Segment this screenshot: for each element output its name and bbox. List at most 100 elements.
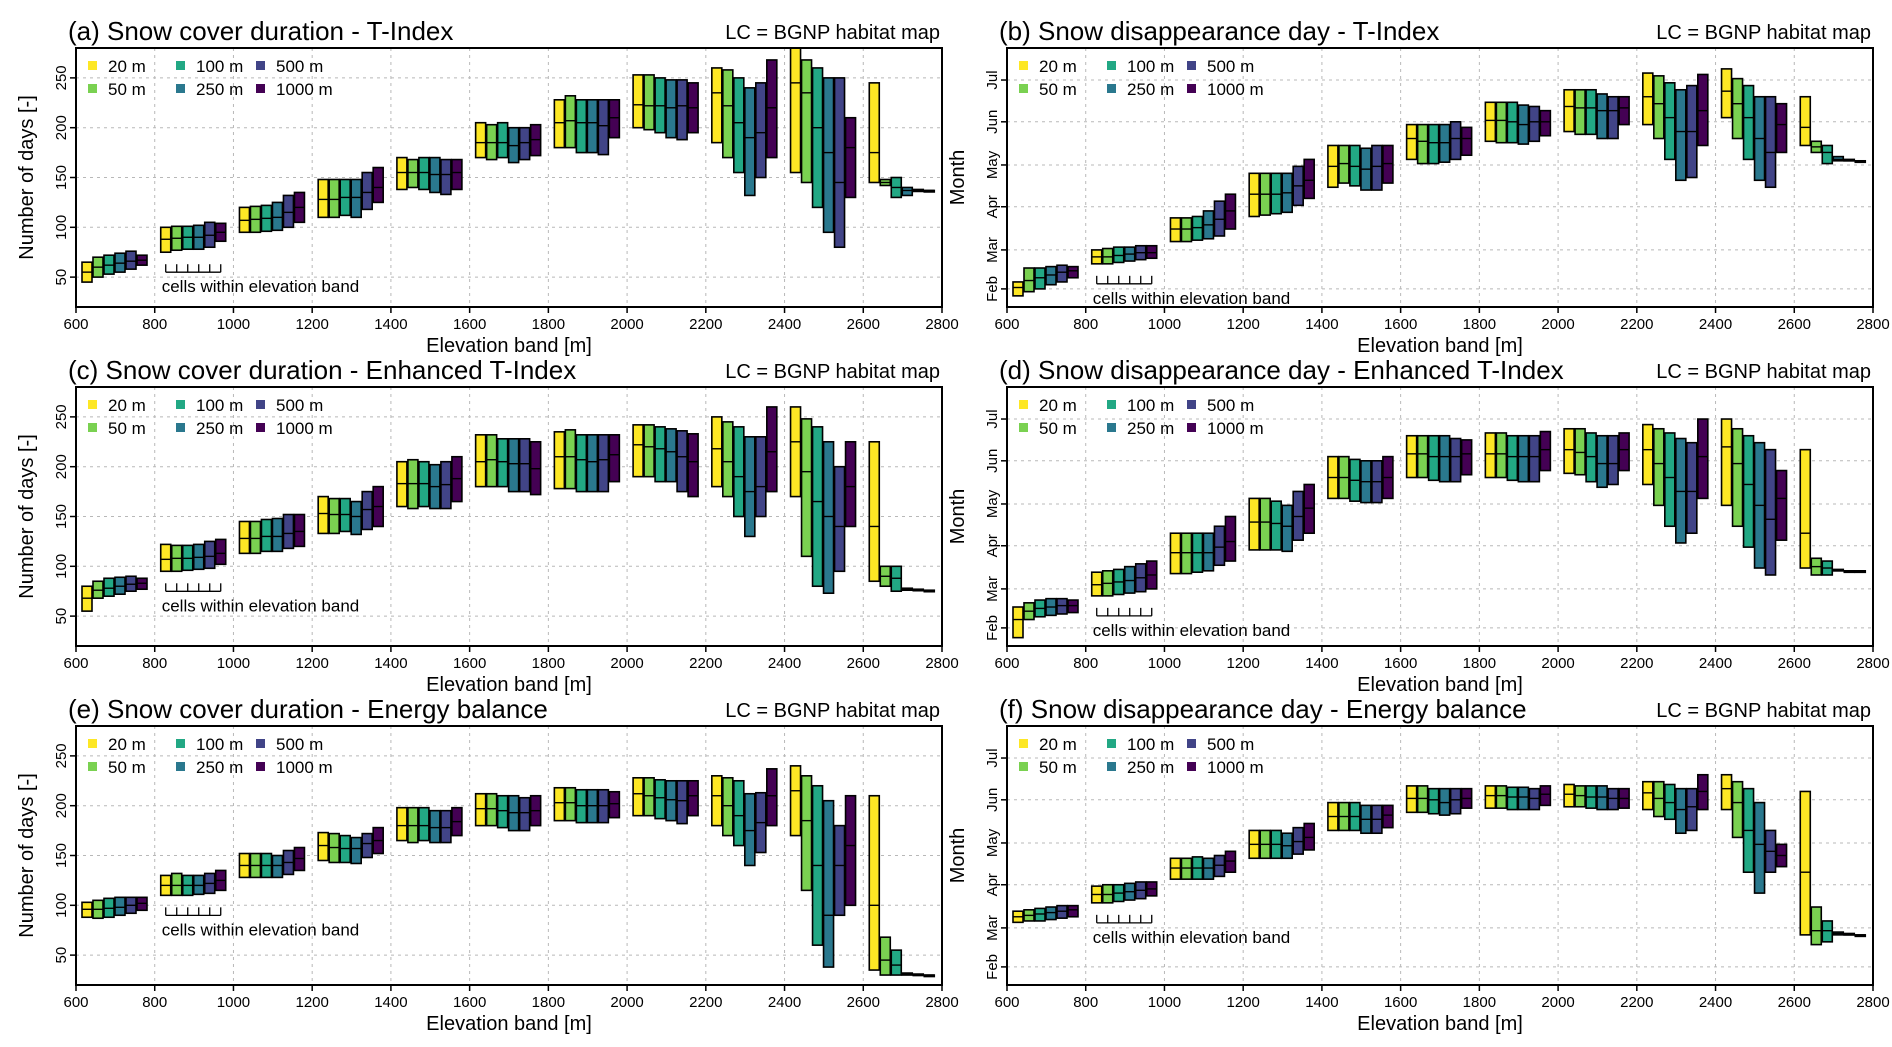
y-tick-label: May: [984, 828, 1001, 857]
legend-swatch-20m: [88, 61, 97, 70]
x-axis-label: Elevation band [m]: [1357, 1013, 1523, 1035]
x-tick-label: 800: [1073, 655, 1098, 672]
boxes: [81, 406, 936, 612]
box-2200-20m: [711, 67, 723, 144]
box-1200-250m: [1281, 504, 1293, 553]
lc-annotation: LC = BGNP habitat map: [725, 361, 940, 383]
legend-label: 100 m: [196, 57, 243, 76]
box-2200-500m: [755, 436, 767, 518]
x-tick-label: 2800: [1856, 655, 1889, 672]
box-1000-500m: [282, 513, 295, 550]
x-tick-label: 600: [994, 994, 1019, 1011]
legend-label: 1000 m: [1207, 419, 1264, 438]
box-1200-100m: [1270, 500, 1282, 551]
legend: 20 m 50 m 100 m 250 m 500 m 1000 m: [88, 57, 333, 99]
y-tick-label: 200: [53, 793, 70, 818]
box-1200-250m: [350, 178, 362, 219]
box-2400-20m: [1720, 773, 1733, 811]
x-tick-label: 2000: [610, 316, 643, 333]
legend: 20 m 50 m 100 m 250 m 500 m 1000 m: [1019, 735, 1264, 777]
x-tick-label: 800: [142, 994, 167, 1011]
x-tick-label: 2400: [768, 994, 801, 1011]
box-1800-500m: [1528, 105, 1541, 143]
legend-label: 250 m: [1127, 80, 1174, 99]
box-2000-250m: [1596, 434, 1608, 489]
box-2200-1000m: [1697, 418, 1709, 500]
x-tick-label: 1200: [295, 994, 328, 1011]
x-tick-label: 1000: [217, 655, 250, 672]
legend-swatch-100m: [176, 61, 185, 70]
legend-label: 50 m: [108, 419, 146, 438]
boxes: [81, 47, 936, 283]
box-1800-1000m: [608, 434, 621, 483]
x-tick-label: 2200: [689, 655, 722, 672]
box-2400-1000m: [1775, 469, 1788, 541]
box-1600-500m: [518, 126, 531, 161]
box-2200-20m: [1642, 423, 1654, 486]
box-2400-250m: [822, 77, 835, 234]
x-tick-label: 1600: [1384, 655, 1417, 672]
box-1200-20m: [317, 495, 329, 535]
bracket-label: cells within elevation band: [1093, 928, 1291, 947]
y-tick-label: May: [984, 150, 1001, 179]
box-600-1000m: [1067, 265, 1079, 279]
box-2200-1000m: [766, 59, 778, 159]
box-1800-100m: [575, 99, 588, 154]
legend-label: 1000 m: [276, 80, 333, 99]
x-tick-label: 1800: [1463, 316, 1496, 333]
x-tick-label: 1000: [217, 316, 250, 333]
legend-label: 100 m: [196, 735, 243, 754]
box-1600-100m: [1427, 787, 1440, 815]
lc-annotation: LC = BGNP habitat map: [1656, 700, 1871, 722]
y-tick-label: Jun: [984, 449, 1001, 473]
box-2200-100m: [733, 77, 745, 174]
box-1600-50m: [485, 792, 498, 827]
legend-swatch-20m: [1019, 400, 1028, 409]
legend-label: 100 m: [1127, 57, 1174, 76]
y-axis-label: Month: [947, 489, 969, 545]
legend-swatch-250m: [1107, 423, 1116, 432]
x-tick-label: 2800: [925, 994, 958, 1011]
panel-title: (d) Snow disappearance day - Enhanced T-…: [999, 355, 1564, 385]
y-tick-label: 150: [53, 504, 70, 529]
x-tick-label: 2000: [610, 994, 643, 1011]
x-tick-label: 1200: [1226, 316, 1259, 333]
x-tick-label: 2800: [1856, 994, 1889, 1011]
x-tick-label: 2800: [1856, 316, 1889, 333]
legend-swatch-250m: [1107, 762, 1116, 771]
box-2200-20m: [711, 416, 723, 488]
box-1400-1000m: [1382, 804, 1394, 829]
box-2400-50m: [800, 775, 813, 892]
box-1000-1000m: [1224, 515, 1237, 562]
box-2000-1000m: [1618, 432, 1630, 472]
box-1800-250m: [1517, 786, 1530, 811]
x-tick-label: 1600: [1384, 994, 1417, 1011]
bracket-label: cells within elevation band: [1093, 621, 1291, 640]
box-1800-1000m: [1539, 430, 1552, 472]
plot-frame: [1006, 386, 1874, 647]
box-1000-250m: [271, 201, 284, 232]
panel-title: (a) Snow cover duration - T-Index: [68, 16, 453, 46]
y-tick-label: Feb: [984, 276, 1001, 302]
box-1800-100m: [575, 434, 588, 493]
x-tick-label: 2600: [1778, 655, 1811, 672]
y-tick-label: 50: [53, 947, 70, 964]
legend-label: 100 m: [1127, 396, 1174, 415]
legend-label: 20 m: [108, 735, 146, 754]
box-2600-50m: [879, 936, 892, 976]
box-1600-50m: [1416, 434, 1429, 479]
x-tick-label: 2000: [610, 655, 643, 672]
lc-annotation: LC = BGNP habitat map: [725, 22, 940, 44]
y-axis-label: Number of days [-]: [16, 773, 38, 938]
x-tick-label: 2200: [1620, 994, 1653, 1011]
x-tick-label: 1000: [1148, 316, 1181, 333]
legend-swatch-500m: [256, 739, 265, 748]
box-800-1000m: [214, 538, 227, 566]
bracket: cells within elevation band: [1093, 607, 1291, 640]
legend-label: 20 m: [108, 57, 146, 76]
panel-title: (f) Snow disappearance day - Energy bala…: [999, 694, 1527, 724]
box-2400-50m: [1731, 780, 1744, 839]
y-tick-label: 150: [53, 165, 70, 190]
box-2200-50m: [722, 776, 734, 837]
panel-title: (c) Snow cover duration - Enhanced T-Ind…: [68, 355, 576, 385]
